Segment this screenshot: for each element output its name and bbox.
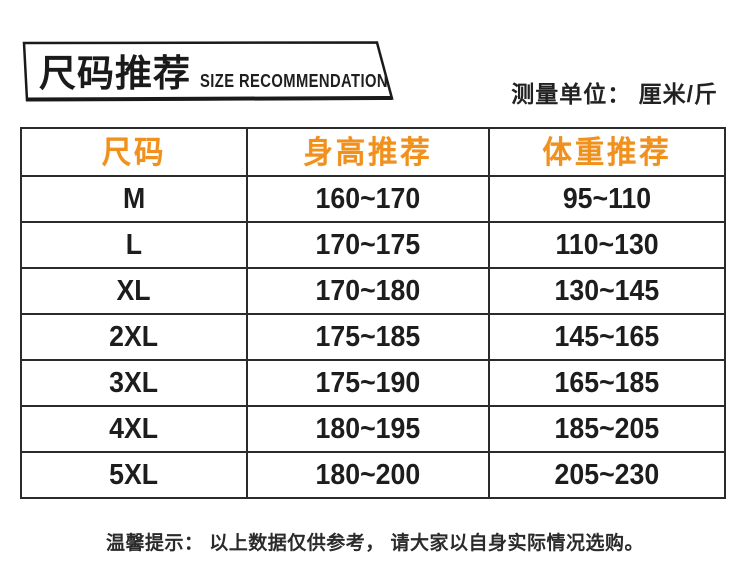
table-row: M 160~170 95~110 bbox=[20, 175, 726, 223]
size-cell: 4XL bbox=[20, 405, 248, 453]
size-cell: 3XL bbox=[20, 359, 248, 407]
height-value: 170~175 bbox=[315, 228, 421, 261]
banner-title-cn: 尺码推荐 bbox=[39, 53, 191, 94]
size-value: 5XL bbox=[109, 458, 159, 491]
height-cell: 180~200 bbox=[246, 451, 490, 499]
table-row: XL 170~180 130~145 bbox=[20, 267, 726, 315]
banner-title-en: SIZE RECOMMENDATION bbox=[200, 71, 388, 91]
table-row: 2XL 175~185 145~165 bbox=[20, 313, 726, 361]
size-cell: M bbox=[20, 175, 248, 223]
weight-value: 130~145 bbox=[554, 274, 660, 307]
weight-value: 165~185 bbox=[554, 366, 660, 399]
height-cell: 175~185 bbox=[246, 313, 490, 361]
size-cell: L bbox=[20, 221, 248, 269]
banner-outline-shape bbox=[22, 41, 394, 102]
weight-value: 205~230 bbox=[554, 458, 660, 491]
weight-value: 185~205 bbox=[554, 412, 660, 445]
size-value: XL bbox=[116, 274, 152, 307]
col-header-size: 尺码 bbox=[20, 127, 248, 177]
col-header-height: 身高推荐 bbox=[246, 127, 490, 177]
weight-cell: 165~185 bbox=[488, 359, 726, 407]
size-value: M bbox=[122, 182, 146, 215]
weight-cell: 95~110 bbox=[488, 175, 726, 223]
weight-cell: 110~130 bbox=[488, 221, 726, 269]
table-header-row: 尺码 身高推荐 体重推荐 bbox=[20, 127, 726, 177]
size-value: 2XL bbox=[109, 320, 159, 353]
weight-cell: 145~165 bbox=[488, 313, 726, 361]
col-header-weight-label: 体重推荐 bbox=[542, 134, 672, 170]
height-cell: 175~190 bbox=[246, 359, 490, 407]
table-row: 4XL 180~195 185~205 bbox=[20, 405, 726, 453]
height-value: 175~185 bbox=[315, 320, 421, 353]
weight-cell: 185~205 bbox=[488, 405, 726, 453]
weight-value: 110~130 bbox=[555, 228, 659, 261]
size-recommendation-banner: 尺码推荐 SIZE RECOMMENDATION bbox=[22, 41, 396, 102]
size-value: L bbox=[125, 228, 143, 261]
height-value: 175~190 bbox=[315, 366, 421, 399]
height-value: 160~170 bbox=[315, 182, 421, 215]
weight-value: 145~165 bbox=[554, 320, 660, 353]
size-value: 3XL bbox=[109, 366, 159, 399]
measurement-unit-label: 测量单位： 厘米/斤 bbox=[511, 81, 718, 107]
footer-note: 温馨提示： 以上数据仅供参考， 请大家以自身实际情况选购。 bbox=[105, 533, 645, 554]
height-cell: 170~180 bbox=[246, 267, 490, 315]
size-cell: 2XL bbox=[20, 313, 248, 361]
weight-cell: 205~230 bbox=[488, 451, 726, 499]
size-cell: 5XL bbox=[20, 451, 248, 499]
size-table: 尺码 身高推荐 体重推荐 M 160~170 95~110 L 170~175 … bbox=[20, 127, 726, 499]
table-row: L 170~175 110~130 bbox=[20, 221, 726, 269]
size-value: 4XL bbox=[109, 412, 159, 445]
col-header-size-label: 尺码 bbox=[101, 134, 167, 170]
size-cell: XL bbox=[20, 267, 248, 315]
col-header-height-label: 身高推荐 bbox=[303, 134, 433, 170]
height-value: 180~200 bbox=[315, 458, 421, 491]
weight-value: 95~110 bbox=[562, 182, 652, 215]
table-row: 5XL 180~200 205~230 bbox=[20, 451, 726, 499]
height-value: 170~180 bbox=[315, 274, 421, 307]
height-cell: 160~170 bbox=[246, 175, 490, 223]
weight-cell: 130~145 bbox=[488, 267, 726, 315]
col-header-weight: 体重推荐 bbox=[488, 127, 726, 177]
height-value: 180~195 bbox=[315, 412, 421, 445]
table-row: 3XL 175~190 165~185 bbox=[20, 359, 726, 407]
height-cell: 180~195 bbox=[246, 405, 490, 453]
height-cell: 170~175 bbox=[246, 221, 490, 269]
